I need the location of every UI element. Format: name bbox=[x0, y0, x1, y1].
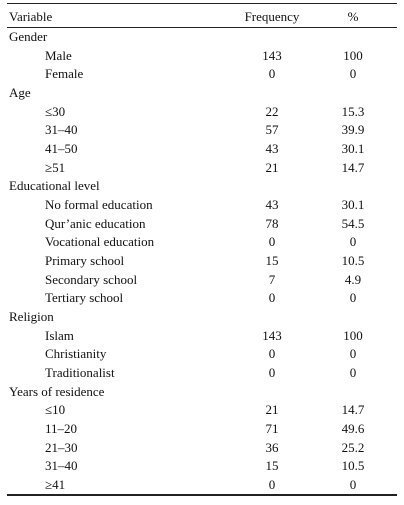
header-cell: % bbox=[347, 9, 359, 24]
frequency-cell: 21 bbox=[265, 159, 279, 175]
header-rule bbox=[7, 27, 397, 28]
row-label: ≤30 bbox=[45, 103, 66, 119]
row-label: No formal education bbox=[45, 197, 153, 213]
frequency-cell: 143 bbox=[262, 47, 282, 63]
bottom-rule bbox=[7, 494, 397, 496]
header-cell: Frequency bbox=[244, 9, 300, 24]
percent-cell: 54.5 bbox=[341, 215, 365, 231]
row-label: Christianity bbox=[45, 346, 107, 362]
frequency-cell: 43 bbox=[265, 141, 279, 157]
percent-cell: 4.9 bbox=[344, 271, 362, 287]
frequency-cell: 43 bbox=[265, 197, 279, 213]
percent-cell: 30.1 bbox=[341, 197, 365, 213]
row-label: ≤10 bbox=[45, 402, 66, 418]
header-cell: Variable bbox=[9, 9, 53, 24]
percent-cell: 30.1 bbox=[341, 141, 365, 157]
frequency-cell: 0 bbox=[268, 290, 276, 306]
section-title: Educational level bbox=[9, 178, 100, 194]
frequency-cell: 0 bbox=[268, 66, 276, 82]
frequency-cell: 22 bbox=[265, 103, 279, 119]
frequency-cell: 21 bbox=[265, 402, 279, 418]
percent-cell: 0 bbox=[349, 290, 357, 306]
percent-cell: 25.2 bbox=[341, 439, 365, 455]
row-label: 31–40 bbox=[45, 122, 78, 138]
percent-cell: 100 bbox=[343, 327, 363, 343]
percent-cell: 10.5 bbox=[341, 458, 365, 474]
percent-cell: 0 bbox=[349, 346, 357, 362]
frequency-cell: 71 bbox=[265, 421, 279, 437]
frequency-cell: 0 bbox=[268, 365, 276, 381]
frequency-cell: 36 bbox=[265, 439, 279, 455]
percent-cell: 0 bbox=[349, 66, 357, 82]
percent-cell: 15.3 bbox=[341, 103, 365, 119]
percent-cell: 49.6 bbox=[341, 421, 365, 437]
row-label: Vocational education bbox=[45, 234, 155, 250]
row-label: ≥41 bbox=[45, 477, 66, 493]
section-title: Religion bbox=[9, 309, 54, 325]
row-label: 21–30 bbox=[45, 439, 78, 455]
section-title: Gender bbox=[9, 29, 48, 44]
percent-cell: 14.7 bbox=[341, 159, 365, 175]
percent-cell: 0 bbox=[349, 365, 357, 381]
row-label: Secondary school bbox=[45, 271, 138, 287]
row-label: Traditionalist bbox=[45, 365, 115, 381]
top-rule bbox=[7, 3, 397, 4]
frequency-cell: 7 bbox=[268, 271, 276, 287]
section-title: Years of residence bbox=[9, 383, 105, 399]
frequency-cell: 57 bbox=[265, 122, 279, 138]
frequency-cell: 78 bbox=[265, 215, 279, 231]
row-label: 31–40 bbox=[45, 458, 78, 474]
row-label: Tertiary school bbox=[45, 290, 124, 306]
percent-cell: 0 bbox=[349, 477, 357, 493]
percent-cell: 0 bbox=[349, 234, 357, 250]
percent-cell: 10.5 bbox=[341, 253, 365, 269]
row-label: Primary school bbox=[45, 253, 125, 269]
frequency-cell: 0 bbox=[268, 234, 276, 250]
frequency-cell: 15 bbox=[265, 253, 279, 269]
frequency-cell: 15 bbox=[265, 458, 279, 474]
frequency-cell: 0 bbox=[268, 346, 276, 362]
percent-cell: 100 bbox=[343, 47, 363, 63]
percent-cell: 14.7 bbox=[341, 402, 365, 418]
row-label: Islam bbox=[45, 327, 74, 343]
row-label: ≥51 bbox=[45, 159, 66, 175]
row-label: 11–20 bbox=[45, 421, 78, 437]
row-label: Female bbox=[45, 66, 84, 82]
section-title: Age bbox=[9, 85, 31, 100]
row-label: Qur’anic education bbox=[45, 215, 146, 231]
row-label: 41–50 bbox=[45, 141, 78, 157]
frequency-cell: 0 bbox=[268, 477, 276, 493]
percent-cell: 39.9 bbox=[341, 122, 365, 138]
row-label: Male bbox=[45, 47, 72, 63]
frequency-cell: 143 bbox=[262, 327, 282, 343]
